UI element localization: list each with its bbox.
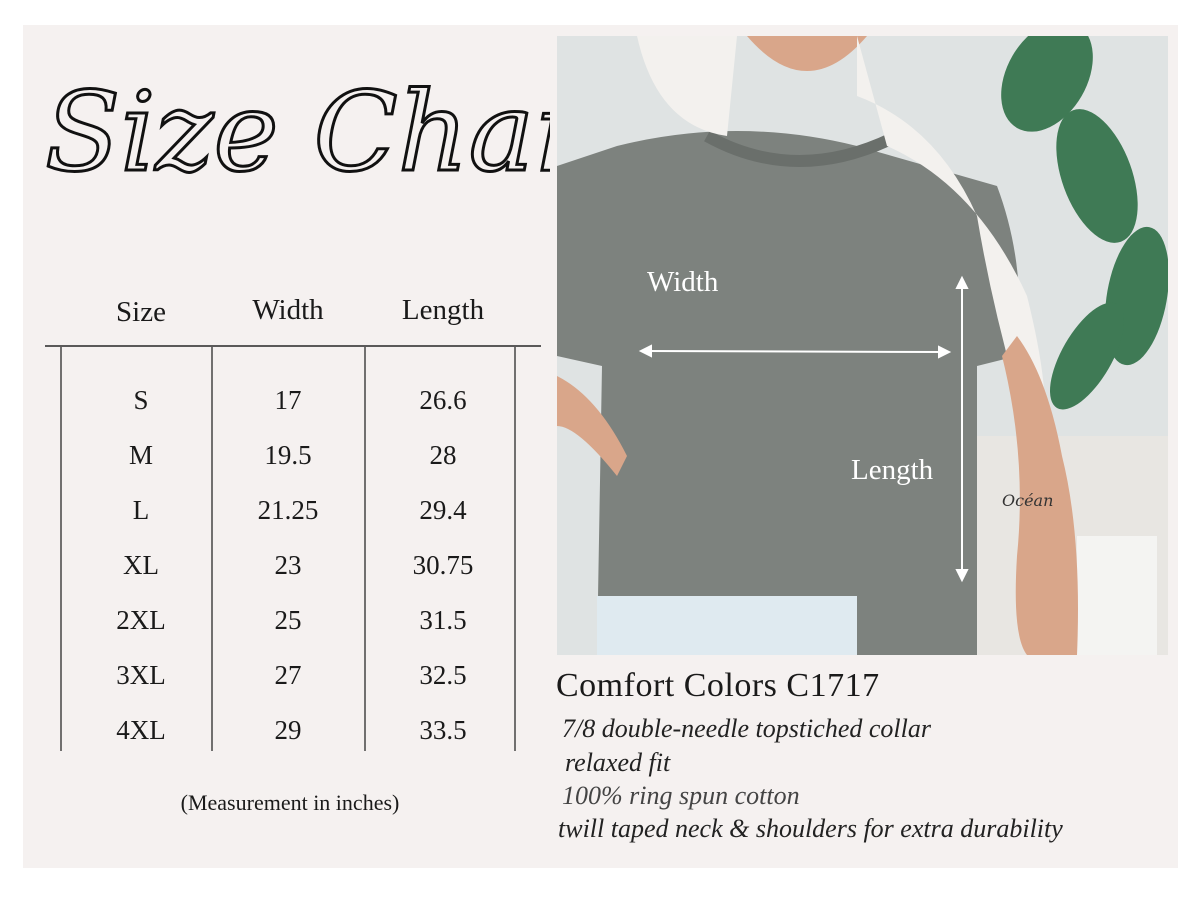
cell-length: 33.5 [419,715,467,745]
size-chart-title-script: Size Chart [44,67,551,198]
feature-item: 100% ring spun cotton [562,781,800,810]
column-divider [364,347,366,751]
feature-item: relaxed fit [565,748,671,777]
cell-length: 32.5 [419,660,467,690]
cell-width: 27 [274,660,302,690]
cell-size: L [132,495,150,525]
cell-length: 26.6 [419,385,467,415]
cell-width: 19.5 [264,440,312,470]
feature-item: 7/8 double-needle topstiched collar [562,714,931,743]
length-label: Length [851,454,934,486]
header-size: Size [116,296,166,328]
column-divider [60,347,62,751]
cell-size: S [133,385,149,415]
header-width: Width [252,294,324,326]
column-divider [514,347,516,751]
cell-size: XL [123,550,159,580]
width-label: Width [647,266,719,298]
header-divider [45,345,541,347]
measurement-note: (Measurement in inches) [180,790,400,815]
feature-item: twill taped neck & shoulders for extra d… [558,814,1063,843]
cell-length: 30.75 [412,550,474,580]
length-arrow-icon [955,275,969,583]
model-wearing-shirt-image: Océan [557,36,1168,655]
tattoo-text: Océan [1002,491,1053,510]
cell-length: 31.5 [419,605,467,635]
cell-size: 2XL [116,605,166,635]
cell-length: 29.4 [419,495,467,525]
cell-size: 4XL [116,715,166,745]
cell-width: 25 [274,605,302,635]
cell-width: 29 [274,715,302,745]
cell-width: 21.25 [257,495,319,525]
product-photo: Océan Width Length [557,36,1168,655]
svg-text:Size Chart: Size Chart [45,68,550,196]
cell-width: 17 [274,385,302,415]
cell-size: 3XL [116,660,166,690]
column-divider [211,347,213,751]
plant-icon [1001,36,1168,410]
header-length: Length [401,294,485,326]
product-name: Comfort Colors C1717 [556,667,880,704]
cell-size: M [128,440,153,470]
cell-length: 28 [429,440,457,470]
width-arrow-icon [638,344,952,359]
cell-width: 23 [274,550,302,580]
